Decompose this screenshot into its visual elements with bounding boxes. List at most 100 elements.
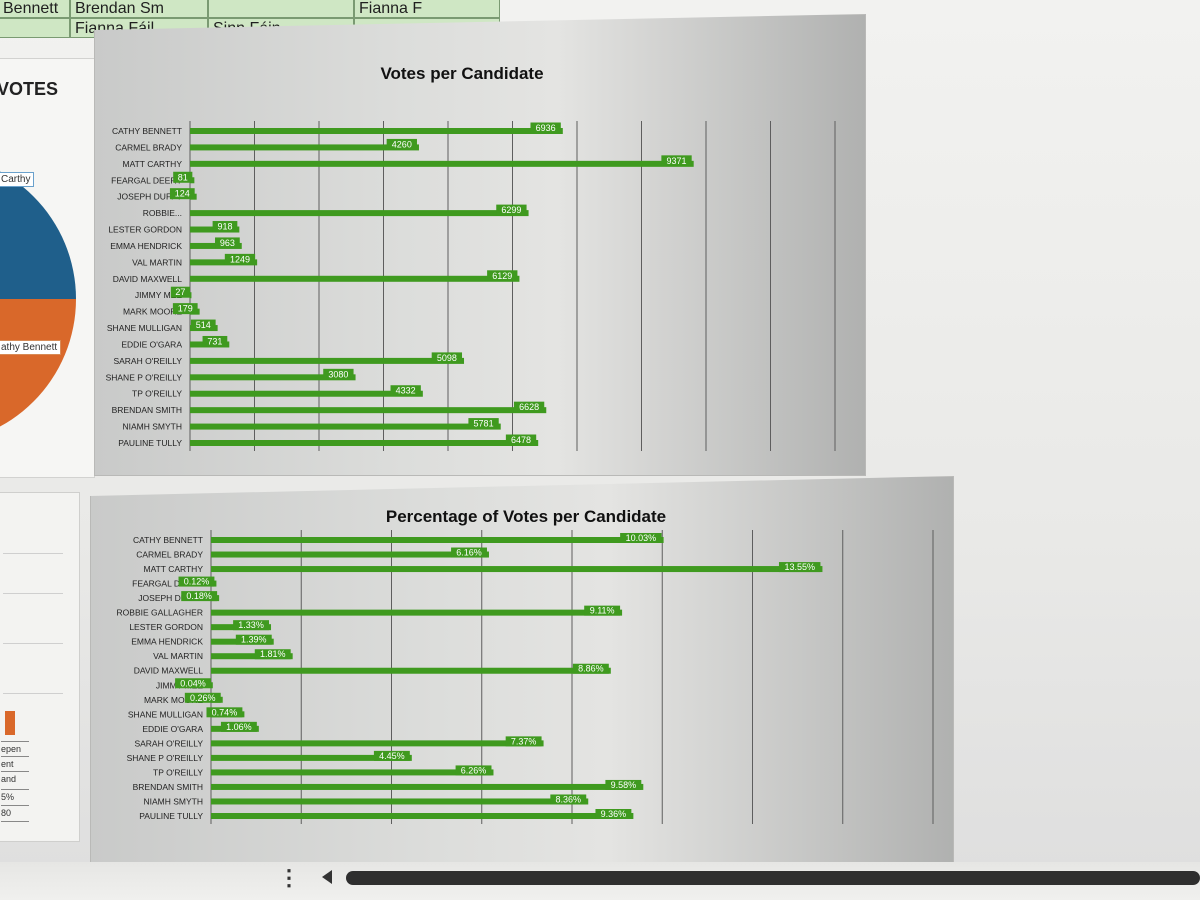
percentage-chart: Percentage of Votes per Candidate CATHY B… (117, 507, 934, 824)
data-label-box (184, 692, 221, 703)
category-label: EDDIE O'GARA (121, 339, 182, 349)
sheet-cell[interactable]: Brendan Sm (70, 0, 208, 18)
data-label: 5098 (437, 353, 457, 363)
category-label: EDDIE O'GARA (142, 724, 203, 734)
bar (190, 390, 423, 397)
data-label: 7.37% (511, 736, 537, 746)
data-label-box (505, 434, 537, 446)
gridline (3, 643, 63, 644)
category-label: JOSEPH DUFFY (138, 593, 203, 603)
data-label: 0.26% (190, 693, 216, 703)
data-label-box (169, 188, 195, 200)
bar (190, 210, 529, 217)
data-label-box (431, 352, 463, 364)
category-label: TP O'REILLY (132, 389, 182, 399)
category-label: CATHY BENNETT (112, 126, 182, 136)
chart-title: Votes per Candidate (380, 64, 543, 83)
data-label: 8.86% (578, 664, 604, 674)
sheet-cell[interactable] (208, 0, 354, 18)
data-label-box (778, 562, 821, 573)
pie-chart-card[interactable]: VOTES Carthy athy Bennett (0, 58, 95, 478)
bar (190, 357, 465, 364)
bar (211, 813, 634, 819)
category-label: CATHY BENNETT (133, 535, 203, 545)
bar (211, 566, 823, 573)
bar (5, 711, 15, 735)
pie-label-carthy: Carthy (0, 172, 35, 187)
percentage-chart-panel[interactable]: Percentage of Votes per Candidate CATHY B… (90, 476, 954, 864)
data-label-box (212, 221, 238, 233)
bar (211, 653, 293, 660)
category-label: MARK MOORE (144, 695, 203, 705)
data-label-box (235, 634, 272, 645)
bar (211, 609, 623, 616)
bar (211, 783, 644, 790)
data-label: 4.45% (379, 751, 405, 761)
left-chart-card[interactable]: epen ent and 5% 80 (0, 492, 80, 842)
data-label-box (178, 576, 215, 587)
data-label: 4332 (396, 386, 416, 396)
pie-chart (0, 171, 76, 427)
data-label-box (386, 138, 417, 150)
data-label-box (181, 591, 218, 602)
category-label: CARMEL BRADY (136, 550, 203, 560)
category-label: DAVID MAXWELL (134, 666, 204, 676)
category-label: ROBBIE GALLAGHER (117, 608, 203, 618)
data-label-box (513, 401, 545, 413)
data-label-box (487, 270, 518, 282)
data-label: 6.26% (461, 765, 487, 775)
horizontal-scrollbar[interactable] (346, 871, 1200, 885)
data-label: 1.06% (226, 722, 252, 732)
scroll-left-icon[interactable] (322, 870, 332, 884)
data-label-box (550, 794, 587, 805)
category-label: TP O'REILLY (153, 767, 203, 777)
sheet-cell[interactable] (0, 18, 70, 38)
data-label-box (595, 809, 632, 819)
category-label: NIAMH SMYTH (144, 796, 204, 806)
data-label-box (254, 649, 291, 660)
bar (211, 537, 664, 543)
pie-label-bennett: athy Bennett (0, 340, 62, 355)
category-label: MATT CARTHY (143, 564, 203, 574)
bar (190, 440, 539, 446)
category-label: LESTER GORDON (129, 622, 203, 632)
votes-chart-panel[interactable]: Votes per Candidate CATHY BENNETT 6936 CARM… (94, 14, 866, 476)
category-label: PAULINE TULLY (139, 811, 203, 821)
category-label: MATT CARTHY (122, 159, 182, 169)
category-label: SARAH O'REILLY (113, 356, 182, 366)
data-label-box (323, 368, 354, 380)
table-cell: 80 (1, 805, 29, 822)
data-label: 6936 (536, 123, 556, 133)
data-label: 918 (217, 222, 232, 232)
category-label: VAL MARTIN (153, 651, 203, 661)
bar (211, 769, 494, 776)
table-cell: ent (1, 756, 29, 772)
pie-chart-title: VOTES (0, 79, 59, 99)
bar (211, 551, 489, 558)
bar (190, 144, 419, 151)
sheet-cell[interactable]: Bennett (0, 0, 70, 18)
category-label: SHANE MULLIGAN (128, 709, 203, 719)
sheet-cell[interactable]: Fianna F (354, 0, 500, 18)
data-label-box (206, 707, 243, 718)
data-label-box (451, 547, 487, 558)
table-cell: epen (1, 741, 29, 757)
data-label: 6299 (501, 205, 521, 215)
data-label: 0.74% (212, 707, 238, 717)
data-label: 8.36% (556, 794, 582, 804)
data-label: 27 (175, 287, 185, 297)
category-label: PAULINE TULLY (118, 438, 182, 448)
data-label: 9.11% (590, 606, 615, 616)
data-label: 179 (178, 304, 193, 314)
data-label-box (605, 779, 642, 790)
data-label-box (373, 750, 410, 761)
data-label: 81 (178, 172, 188, 182)
data-label: 5781 (474, 419, 494, 429)
category-label: SARAH O'REILLY (134, 738, 203, 748)
data-label-box (661, 155, 692, 167)
data-label-box (496, 204, 527, 216)
data-label: 731 (207, 336, 222, 346)
category-label: JOSEPH DUFFY (117, 192, 182, 202)
more-options-icon[interactable]: ⋮ (278, 865, 300, 890)
